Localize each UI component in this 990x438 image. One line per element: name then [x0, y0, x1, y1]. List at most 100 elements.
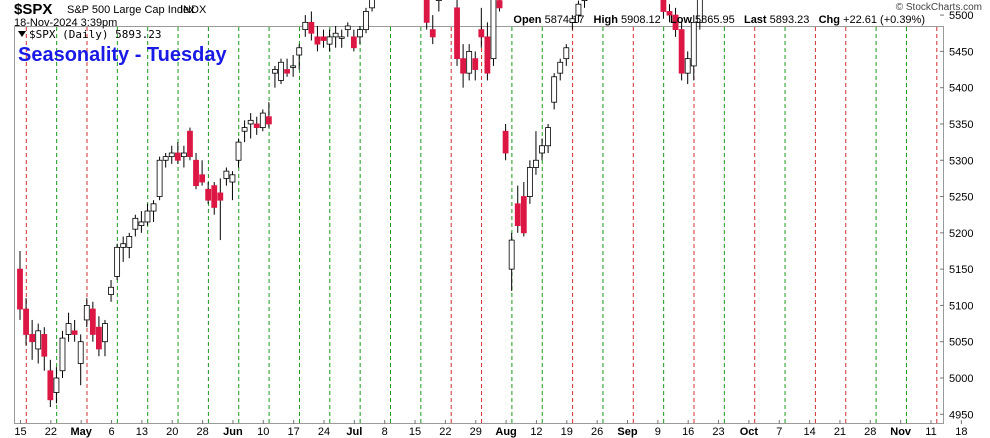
candle-down [265, 116, 272, 125]
candle-up [247, 119, 254, 125]
candle-up [259, 112, 266, 128]
candle-up [326, 36, 333, 45]
x-tick-label: 29 [470, 426, 482, 438]
candle-up [272, 69, 278, 74]
x-tick-label: 23 [712, 426, 724, 438]
x-tick-label: 15 [409, 426, 421, 438]
x-tick-label: 11 [925, 426, 936, 438]
candle-up [229, 174, 236, 183]
x-tick-label: 17 [288, 426, 300, 438]
candle-up [357, 29, 363, 38]
candle-up [235, 141, 242, 161]
candle-down [454, 7, 460, 60]
x-tick-label: 13 [136, 426, 148, 438]
low-label: Low [669, 14, 692, 26]
candle-down [29, 334, 36, 343]
candle-down [502, 130, 509, 154]
legend-text: $SPX (Daily) 5893.23 [29, 28, 162, 41]
overlay-title: Seasonality - Tuesday [18, 44, 227, 66]
candle-up [223, 170, 230, 179]
quote-date: 18-Nov-2024 3:39pm [14, 17, 118, 29]
series-legend: $SPX (Daily) 5893.23 [18, 28, 161, 41]
chg-label: Chg [818, 14, 840, 26]
candle-up [156, 159, 163, 197]
exchange: INDX [180, 4, 207, 16]
x-tick-label: 18 [955, 426, 967, 438]
candle-up [581, 0, 588, 1]
high-value: 5908.12 [621, 14, 661, 26]
candle-down [89, 308, 96, 335]
candle-down [350, 36, 357, 49]
x-tick-label: 12 [530, 426, 542, 438]
open-value: 5874.17 [544, 14, 585, 26]
x-tick-label: May [70, 426, 92, 438]
y-tick-label: 5300 [949, 155, 973, 167]
candle-up [83, 305, 90, 321]
y-tick-label: 4950 [949, 409, 973, 421]
y-tick-label: 5100 [949, 300, 973, 312]
candle-down [211, 185, 218, 208]
candle-up [557, 61, 564, 74]
candle-up [53, 377, 60, 393]
candle-down [672, 14, 679, 31]
x-tick-label: 21 [834, 426, 846, 438]
candle-down [320, 36, 327, 41]
y-tick-label: 5400 [949, 83, 973, 95]
candle-down [678, 29, 685, 74]
x-tick-label: 28 [864, 426, 876, 438]
candle-down [314, 36, 321, 45]
candle-down [520, 196, 527, 234]
candle-up [466, 50, 473, 74]
candle-down [514, 203, 521, 226]
y-tick-label: 5150 [949, 264, 973, 276]
x-tick-label: 22 [45, 426, 57, 438]
candle-down [217, 192, 224, 201]
open-label: Open [513, 14, 542, 26]
y-tick-label: 5350 [949, 119, 973, 131]
candle-up [696, 0, 703, 23]
candle-down [472, 58, 479, 70]
candle-up [114, 246, 121, 277]
candle-down [496, 0, 503, 9]
candle-up [168, 152, 175, 158]
x-tick-label: 28 [196, 426, 208, 438]
candle-up [126, 236, 133, 248]
x-tick-label: 8 [382, 426, 388, 438]
index-name: S&P 500 Large Cap Index [67, 4, 195, 16]
symbol: $SPX [14, 1, 53, 18]
x-tick-label: Nov [890, 426, 912, 438]
candle-down [71, 330, 78, 335]
candle-up [369, 0, 375, 9]
candle-up [435, 0, 442, 1]
x-tick-label: 24 [318, 426, 330, 438]
candle-up [290, 65, 297, 68]
candle-up [132, 217, 139, 230]
candle-up [545, 127, 551, 147]
candle-down [193, 159, 199, 187]
x-tick-label: 15 [14, 426, 26, 438]
candle-up [690, 21, 697, 67]
candle-up [508, 239, 515, 270]
credit-text: © StockCharts.com [895, 2, 982, 13]
candle-down [96, 326, 102, 350]
candle-up [120, 243, 127, 248]
x-tick-label: 9 [655, 426, 661, 438]
candle-up [59, 337, 66, 372]
candle-up [684, 58, 691, 74]
candle-up [363, 11, 369, 31]
candle-down [205, 188, 212, 201]
ohlc-summary: Open 5874.17 High 5908.12 Low 5865.95 La… [513, 14, 925, 26]
credit-label: © StockCharts.com [896, 2, 982, 13]
candle-up [102, 323, 108, 343]
x-tick-label: 16 [682, 426, 694, 438]
x-tick-label: Oct [740, 426, 759, 438]
x-tick-label: 19 [561, 426, 573, 438]
candle-down [174, 152, 181, 161]
candle-up [65, 323, 72, 335]
candle-down [666, 11, 673, 16]
candle-down [41, 334, 48, 357]
y-tick-label: 5250 [949, 192, 973, 204]
x-tick-label: Aug [495, 426, 516, 438]
